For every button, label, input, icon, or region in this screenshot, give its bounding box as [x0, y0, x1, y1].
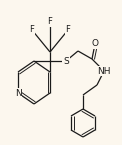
Text: F: F [48, 18, 52, 27]
Text: F: F [30, 26, 34, 35]
Text: S: S [63, 57, 69, 66]
Text: NH: NH [97, 67, 111, 76]
Text: N: N [15, 88, 21, 97]
Text: O: O [92, 39, 98, 48]
Text: F: F [66, 26, 70, 35]
